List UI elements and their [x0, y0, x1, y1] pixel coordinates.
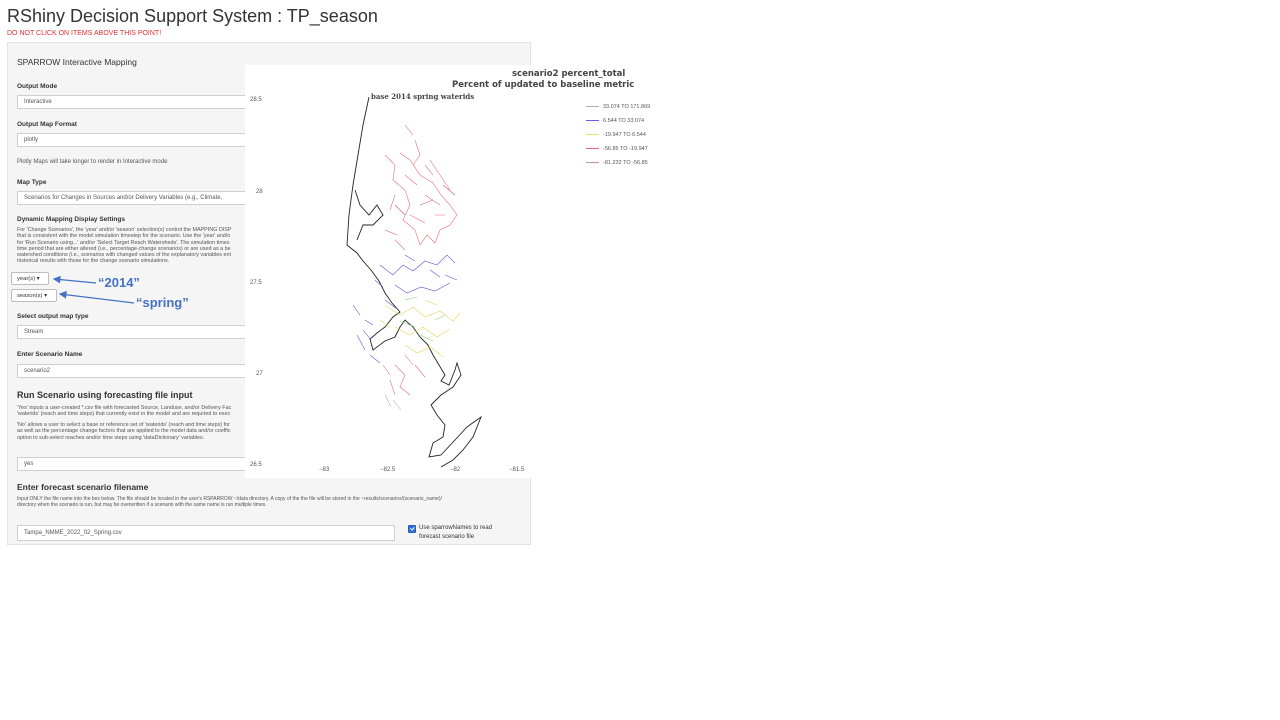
- dynamic-settings-text: For 'Change Scenarios', the 'year' and/o…: [17, 227, 249, 265]
- dynamic-text-line: historical results with those for the ch…: [17, 258, 170, 265]
- y-tick: 28: [256, 189, 263, 195]
- output-map-type-label: Select output map type: [17, 313, 89, 320]
- scenario-name-label: Enter Scenario Name: [17, 351, 83, 358]
- y-tick: 27: [256, 371, 263, 377]
- annotation-season: “spring”: [136, 295, 189, 310]
- annotation-year: “2014”: [98, 275, 140, 290]
- app-title: RShiny Decision Support System : TP_seas…: [7, 6, 378, 26]
- legend-item[interactable]: 6.544 TO 33.074: [586, 118, 650, 132]
- map-type-label: Map Type: [17, 179, 47, 186]
- legend-item[interactable]: -19.947 TO 6.544: [586, 132, 650, 146]
- forecast-text: Input ONLY the file name into the box be…: [17, 496, 522, 508]
- panel-title: SPARROW Interactive Mapping: [17, 57, 137, 67]
- output-mode-select[interactable]: Interactive: [17, 95, 257, 109]
- map-type-select[interactable]: Scenarios for Changes in Sources and/or …: [17, 191, 257, 205]
- yes-text-line: 'Yes' inputs a user-created *.csv file w…: [17, 405, 232, 411]
- legend-item[interactable]: 33.074 TO 171.869: [586, 104, 650, 118]
- forecast-text-line: Input ONLY the file name into the box be…: [17, 496, 442, 502]
- x-tick: −82: [450, 467, 461, 473]
- legend-swatch: [586, 148, 599, 150]
- river-network: [352, 124, 461, 411]
- forecast-text-line: directory when the scenario is run, but …: [17, 502, 267, 508]
- legend-label: -56.85 TO -19.947: [603, 146, 648, 152]
- map-format-label: Output Map Format: [17, 121, 77, 128]
- map-format-select[interactable]: plotly: [17, 133, 257, 147]
- legend-swatch: [586, 106, 599, 108]
- legend-label: 6.544 TO 33.074: [603, 118, 645, 124]
- no-text-line: 'No' allows a user to select a base or r…: [17, 422, 230, 428]
- output-mode-label: Output Mode: [17, 83, 58, 90]
- year-dropdown-button[interactable]: year(s) ▾: [11, 272, 49, 285]
- map-subtitle: base 2014 spring waterids: [371, 92, 475, 101]
- legend-label: -81.232 TO -56.85: [603, 160, 648, 166]
- season-dropdown-button[interactable]: season(s) ▾: [11, 289, 57, 302]
- map-svg[interactable]: [245, 65, 531, 478]
- plotly-note: Plotly Maps will take longer to render i…: [17, 159, 168, 165]
- run-scenario-yes-text: 'Yes' inputs a user-created *.csv file w…: [17, 405, 249, 418]
- run-scenario-select[interactable]: yes: [17, 457, 257, 471]
- y-tick: 27.5: [250, 280, 262, 286]
- forecast-heading: Enter forecast scenario filename: [17, 482, 149, 492]
- dynamic-text-line: time period that are either altered (i.e…: [17, 245, 231, 252]
- legend-swatch: [586, 162, 599, 164]
- coastline-north: [354, 189, 384, 241]
- scenario-name-input[interactable]: scenario2: [17, 364, 257, 378]
- x-tick: −81.5: [509, 467, 525, 473]
- dynamic-text-line: that is consistent with the model simula…: [17, 233, 231, 240]
- output-map-type-select[interactable]: Stream: [17, 325, 257, 339]
- run-scenario-heading: Run Scenario using forecasting file inpu…: [17, 390, 193, 400]
- y-tick: 28.5: [250, 97, 262, 103]
- forecast-filename-input[interactable]: Tampa_NMME_2022_02_Spring.csv: [17, 525, 395, 541]
- legend-label: 33.074 TO 171.869: [603, 104, 651, 110]
- no-text-line: option to sub-select reaches and/or time…: [17, 434, 205, 441]
- checkbox-label-line2: forecast scenario file: [419, 534, 475, 540]
- yes-text-line: 'waterids' (reach and time steps) that c…: [17, 411, 231, 418]
- legend-item[interactable]: -56.85 TO -19.947: [586, 146, 650, 160]
- dynamic-text-line: watershed conditions (i.e., scenarios wi…: [17, 252, 231, 259]
- coastline: [346, 96, 482, 468]
- map-title-line1: scenario2 percent_total: [512, 69, 626, 79]
- dynamic-text-line: for 'Run Scenario using...' and/or 'Sele…: [17, 239, 230, 246]
- x-tick: −82.5: [380, 467, 396, 473]
- warning-text: DO NOT CLICK ON ITEMS ABOVE THIS POINT!: [7, 30, 162, 37]
- map-legend: 33.074 TO 171.869 6.544 TO 33.074 -19.94…: [586, 104, 650, 174]
- x-tick: −83: [319, 467, 330, 473]
- sparrow-names-checkbox[interactable]: Use sparrowNames to read forecast scenar…: [408, 524, 492, 541]
- run-scenario-no-text: 'No' allows a user to select a base or r…: [17, 422, 249, 441]
- legend-swatch: [586, 120, 599, 122]
- y-tick: 26.5: [250, 462, 262, 468]
- dynamic-settings-label: Dynamic Mapping Display Settings: [17, 216, 125, 223]
- checkbox-checked-icon[interactable]: [408, 525, 416, 533]
- legend-item[interactable]: -81.232 TO -56.85: [586, 160, 650, 174]
- checkbox-label-line1: Use sparrowNames to read: [419, 525, 493, 531]
- dynamic-text-line: For 'Change Scenarios', the 'year' and/o…: [17, 227, 232, 233]
- map-plot[interactable]: scenario2 percent_total Percent of updat…: [245, 65, 634, 478]
- map-title-line2: Percent of updated to baseline metric: [452, 80, 635, 90]
- legend-label: -19.947 TO 6.544: [603, 132, 646, 138]
- no-text-line: as well as the percentage change factors…: [17, 428, 231, 435]
- legend-swatch: [586, 134, 599, 136]
